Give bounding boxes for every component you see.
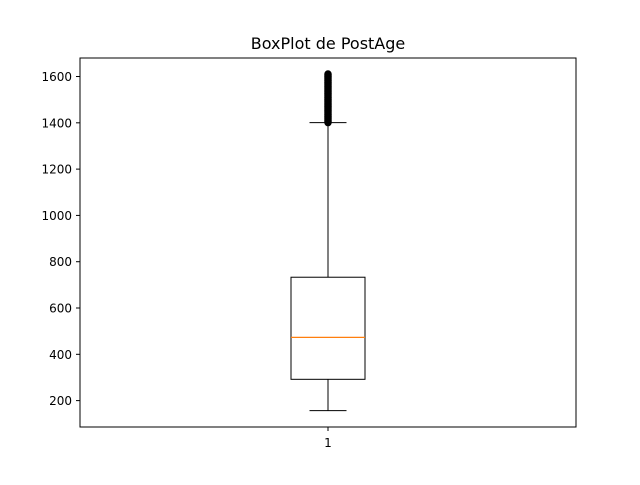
y-tick-label: 400 [49, 348, 72, 362]
axes-frame [79, 57, 577, 428]
y-tick-label: 1600 [41, 70, 72, 84]
plot-area: 200 400 600 800 1000 1200 1400 1600 1 [41, 70, 366, 450]
y-tick-label: 800 [49, 255, 72, 269]
outlier-point [324, 70, 332, 78]
y-tick-label: 600 [49, 302, 72, 316]
y-tick-label: 1400 [41, 116, 72, 130]
chart-title: BoxPlot de PostAge [251, 34, 406, 53]
y-tick-label: 200 [49, 394, 72, 408]
iqr-box [290, 276, 366, 380]
y-tick-label: 1000 [41, 209, 72, 223]
y-tick-label: 1200 [41, 163, 72, 177]
x-tick-label: 1 [324, 436, 332, 450]
